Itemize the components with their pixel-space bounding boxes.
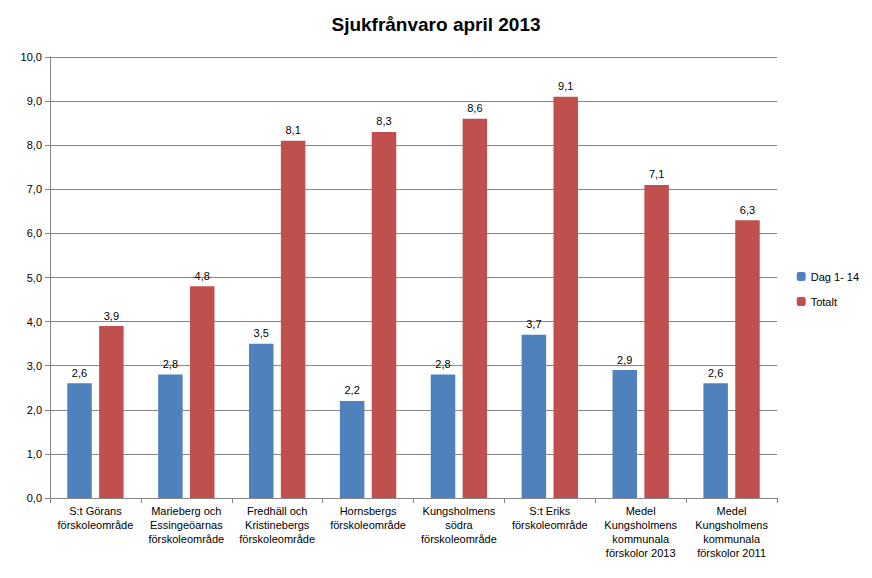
svg-text:förskoleområde: förskoleområde [512,519,588,531]
svg-text:3,7: 3,7 [526,318,541,330]
svg-text:förskoleområde: förskoleområde [58,519,134,531]
svg-text:Kungsholmens: Kungsholmens [423,505,496,517]
svg-text:3,9: 3,9 [104,310,119,322]
svg-text:0,0: 0,0 [27,492,42,504]
svg-text:Kungsholmens: Kungsholmens [604,519,677,531]
svg-text:6,3: 6,3 [740,204,755,216]
svg-text:södra: södra [445,519,473,531]
svg-text:förskolor 2013: förskolor 2013 [606,547,676,559]
svg-text:1,0: 1,0 [27,448,42,460]
svg-text:8,6: 8,6 [467,102,482,114]
svg-text:Hornsbergs: Hornsbergs [340,505,397,517]
svg-text:8,3: 8,3 [376,115,391,127]
svg-text:Medel: Medel [626,505,656,517]
svg-text:8,0: 8,0 [27,139,42,151]
svg-text:kommunala: kommunala [612,533,670,545]
svg-text:5,0: 5,0 [27,272,42,284]
svg-text:Kristinebergs: Kristinebergs [245,519,310,531]
svg-text:3,0: 3,0 [27,360,42,372]
svg-text:2,9: 2,9 [617,354,632,366]
svg-text:2,6: 2,6 [72,367,87,379]
svg-text:Sjukfrånvaro april 2013: Sjukfrånvaro april 2013 [331,14,540,35]
svg-text:2,8: 2,8 [163,358,178,370]
svg-text:3,5: 3,5 [254,327,269,339]
svg-text:4,8: 4,8 [195,270,210,282]
svg-text:9,1: 9,1 [558,80,573,92]
svg-text:2,0: 2,0 [27,404,42,416]
svg-text:4,0: 4,0 [27,316,42,328]
svg-text:S:t Eriks: S:t Eriks [529,505,570,517]
svg-text:förskoleområde: förskoleområde [330,519,406,531]
svg-text:förskoleområde: förskoleområde [239,533,315,545]
svg-text:2,8: 2,8 [435,358,450,370]
svg-text:7,1: 7,1 [649,168,664,180]
svg-text:10,0: 10,0 [21,51,42,63]
svg-text:8,1: 8,1 [285,124,300,136]
svg-text:S:t Görans: S:t Görans [69,505,122,517]
svg-text:2,2: 2,2 [344,384,359,396]
svg-text:2,6: 2,6 [708,367,723,379]
svg-text:Fredhäll och: Fredhäll och [247,505,308,517]
svg-text:9,0: 9,0 [27,95,42,107]
svg-text:kommunala: kommunala [703,533,761,545]
svg-text:6,0: 6,0 [27,227,42,239]
svg-text:Essingeöarnas: Essingeöarnas [150,519,223,531]
svg-text:Totalt: Totalt [811,296,837,308]
svg-text:förskoleområde: förskoleområde [421,533,497,545]
svg-text:förskolor 2011: förskolor 2011 [697,547,766,559]
svg-text:7,0: 7,0 [27,183,42,195]
svg-text:Marieberg och: Marieberg och [151,505,221,517]
svg-text:Kungsholmens: Kungsholmens [695,519,768,531]
svg-text:Dag 1- 14: Dag 1- 14 [811,271,859,283]
svg-text:Medel: Medel [717,505,747,517]
svg-text:förskoleområde: förskoleområde [148,533,224,545]
